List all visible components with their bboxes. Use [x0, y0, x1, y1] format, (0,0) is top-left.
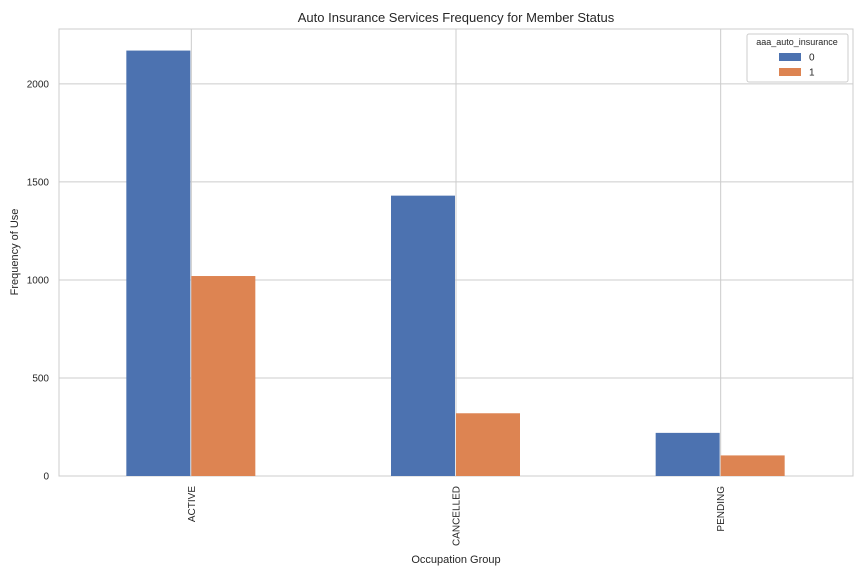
bar-cancelled-series-0	[391, 195, 455, 477]
y-tick-labels: 0 500 1000 1500 2000	[27, 79, 50, 482]
legend-swatch-1	[779, 68, 801, 76]
x-tick-label: CANCELLED	[452, 486, 463, 546]
y-tick-label: 0	[43, 472, 49, 483]
x-axis-label: Occupation Group	[411, 554, 500, 566]
y-tick-label: 1500	[27, 177, 50, 188]
legend-swatch-0	[779, 53, 801, 61]
bars	[126, 50, 785, 477]
y-tick-label: 2000	[27, 79, 50, 90]
x-tick-label: ACTIVE	[187, 486, 198, 522]
y-tick-label: 500	[32, 373, 49, 384]
bar-active-series-1	[191, 276, 256, 476]
chart-title: Auto Insurance Services Frequency for Me…	[298, 10, 615, 25]
bar-pending-series-1	[720, 455, 785, 476]
bar-active-series-0	[126, 50, 191, 476]
x-tick-label: PENDING	[716, 486, 727, 532]
legend: aaa_auto_insurance 0 1	[746, 33, 849, 83]
y-axis-label: Frequency of Use	[9, 209, 21, 296]
bar-pending-series-0	[655, 432, 720, 476]
bar-cancelled-series-1	[456, 413, 520, 476]
legend-label-1: 1	[809, 68, 815, 79]
y-tick-label: 1000	[27, 275, 50, 286]
legend-title: aaa_auto_insurance	[756, 37, 838, 47]
legend-label-0: 0	[809, 53, 815, 64]
x-tick-labels: ACTIVE CANCELLED PENDING	[187, 486, 727, 546]
